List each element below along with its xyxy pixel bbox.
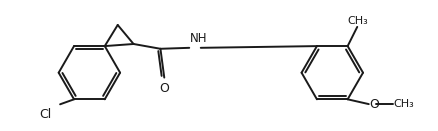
Text: O: O xyxy=(370,98,380,111)
Text: CH₃: CH₃ xyxy=(393,99,414,109)
Text: NH: NH xyxy=(190,32,207,45)
Text: Cl: Cl xyxy=(40,108,52,121)
Text: CH₃: CH₃ xyxy=(347,16,367,26)
Text: O: O xyxy=(159,82,169,95)
